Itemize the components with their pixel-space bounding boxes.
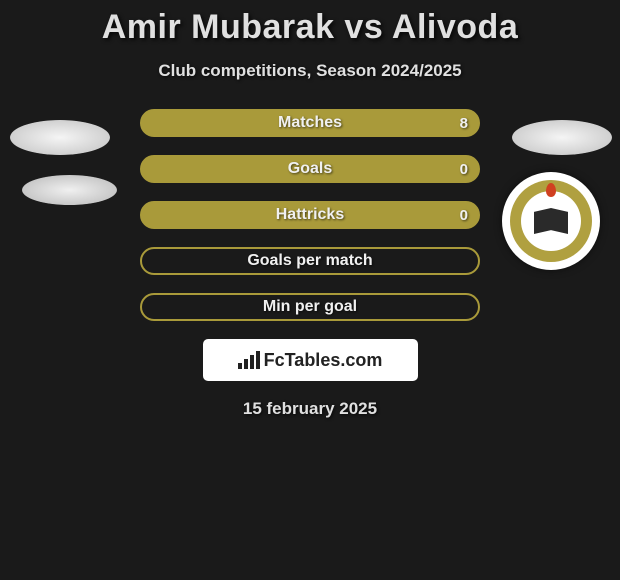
left-player-icon: [10, 120, 110, 155]
stat-row-matches: Matches 8: [140, 109, 480, 137]
right-club-crest-icon: [502, 172, 600, 270]
bar-chart-icon: [238, 351, 260, 369]
stat-value: 8: [460, 115, 468, 132]
subtitle: Club competitions, Season 2024/2025: [0, 61, 620, 81]
stat-row-goals: Goals 0: [140, 155, 480, 183]
stat-row-min-per-goal: Min per goal: [140, 293, 480, 321]
brand-text: FcTables.com: [264, 350, 383, 371]
stat-value: 0: [460, 161, 468, 178]
left-player-icon-2: [22, 175, 117, 205]
right-player-icon: [512, 120, 612, 155]
page-title: Amir Mubarak vs Alivoda: [0, 0, 620, 47]
stat-label: Goals per match: [247, 252, 372, 270]
stat-label: Min per goal: [263, 298, 357, 316]
stat-row-goals-per-match: Goals per match: [140, 247, 480, 275]
fctables-badge: FcTables.com: [203, 339, 418, 381]
stats-container: Matches 8 Goals 0 Hattricks 0 Goals per …: [140, 109, 480, 321]
stat-row-hattricks: Hattricks 0: [140, 201, 480, 229]
stat-label: Goals: [288, 160, 332, 178]
stat-label: Matches: [278, 114, 342, 132]
stat-label: Hattricks: [276, 206, 344, 224]
stat-value: 0: [460, 207, 468, 224]
date-text: 15 february 2025: [0, 399, 620, 419]
